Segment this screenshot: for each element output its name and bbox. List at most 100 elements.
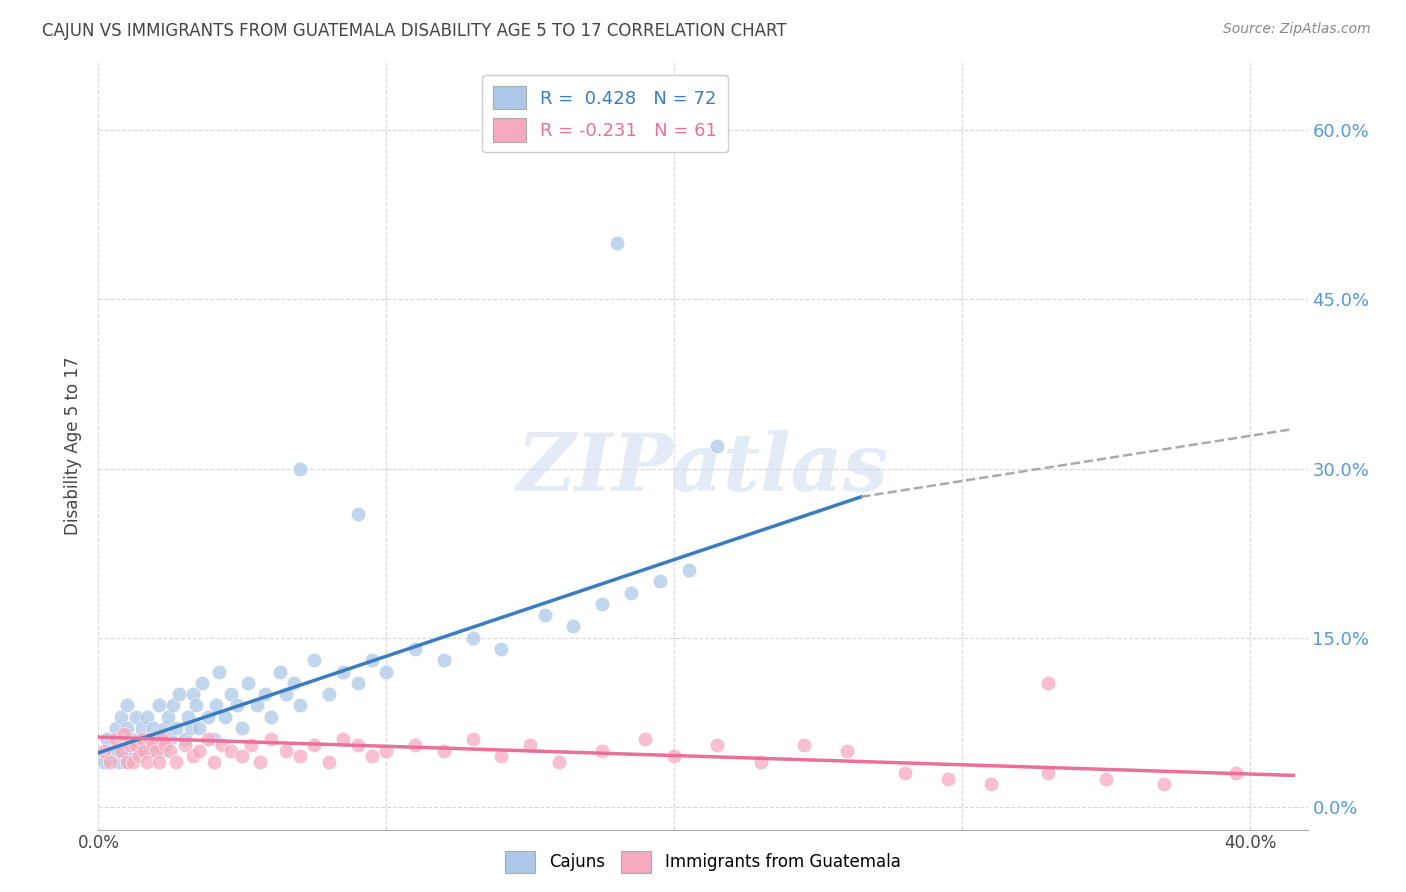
Point	[125, 738, 148, 752]
Point	[288, 698, 311, 713]
Point	[120, 738, 142, 752]
Point	[274, 687, 297, 701]
Point	[332, 732, 354, 747]
Point	[283, 676, 305, 690]
Point	[288, 461, 311, 475]
Point	[1038, 676, 1060, 690]
Point	[136, 710, 159, 724]
Point	[134, 743, 156, 757]
Point	[112, 726, 135, 740]
Point	[96, 732, 118, 747]
Point	[115, 755, 138, 769]
Point	[165, 721, 187, 735]
Point	[433, 653, 456, 667]
Point	[98, 755, 121, 769]
Point	[156, 710, 179, 724]
Point	[225, 698, 247, 713]
Point	[793, 738, 815, 752]
Point	[332, 665, 354, 679]
Point	[176, 710, 198, 724]
Point	[104, 721, 127, 735]
Point	[153, 738, 176, 752]
Point	[433, 743, 456, 757]
Point	[162, 698, 184, 713]
Point	[131, 732, 153, 747]
Point	[375, 665, 398, 679]
Point	[219, 687, 242, 701]
Point	[236, 676, 259, 690]
Point	[361, 749, 384, 764]
Point	[1225, 766, 1247, 780]
Point	[150, 732, 173, 747]
Point	[188, 743, 211, 757]
Point	[591, 743, 613, 757]
Point	[1095, 772, 1118, 786]
Point	[110, 743, 132, 757]
Point	[173, 738, 195, 752]
Point	[1153, 777, 1175, 791]
Point	[167, 687, 190, 701]
Point	[120, 732, 142, 747]
Point	[404, 642, 426, 657]
Point	[115, 721, 138, 735]
Point	[936, 772, 959, 786]
Point	[205, 698, 228, 713]
Point	[304, 653, 326, 667]
Point	[180, 721, 202, 735]
Point	[706, 738, 728, 752]
Point	[548, 755, 571, 769]
Point	[706, 439, 728, 453]
Point	[142, 721, 165, 735]
Point	[664, 749, 686, 764]
Point	[211, 738, 233, 752]
Point	[562, 619, 585, 633]
Point	[749, 755, 772, 769]
Point	[131, 721, 153, 735]
Point	[131, 743, 153, 757]
Point	[240, 738, 263, 752]
Point	[153, 721, 176, 735]
Point	[112, 743, 135, 757]
Point	[231, 721, 253, 735]
Point	[197, 732, 219, 747]
Point	[254, 687, 277, 701]
Point	[183, 687, 205, 701]
Point	[346, 738, 368, 752]
Point	[142, 738, 165, 752]
Point	[197, 710, 219, 724]
Point	[318, 687, 340, 701]
Point	[404, 738, 426, 752]
Point	[678, 563, 700, 577]
Point	[139, 732, 162, 747]
Point	[186, 698, 208, 713]
Point	[93, 755, 115, 769]
Point	[159, 732, 181, 747]
Point	[461, 631, 484, 645]
Point	[491, 749, 513, 764]
Point	[274, 743, 297, 757]
Point	[188, 721, 211, 735]
Point	[145, 732, 167, 747]
Text: CAJUN VS IMMIGRANTS FROM GUATEMALA DISABILITY AGE 5 TO 17 CORRELATION CHART: CAJUN VS IMMIGRANTS FROM GUATEMALA DISAB…	[42, 22, 787, 40]
Point	[134, 732, 156, 747]
Point	[893, 766, 915, 780]
Point	[318, 755, 340, 769]
Point	[150, 743, 173, 757]
Point	[165, 755, 187, 769]
Point	[148, 755, 170, 769]
Point	[260, 710, 283, 724]
Point	[208, 665, 231, 679]
Point	[128, 732, 150, 747]
Point	[980, 777, 1002, 791]
Point	[219, 743, 242, 757]
Legend: Cajuns, Immigrants from Guatemala: Cajuns, Immigrants from Guatemala	[499, 845, 907, 880]
Point	[101, 743, 124, 757]
Text: ZIPatlas: ZIPatlas	[517, 430, 889, 508]
Legend: R =  0.428   N = 72, R = -0.231   N = 61: R = 0.428 N = 72, R = -0.231 N = 61	[482, 75, 728, 153]
Point	[375, 743, 398, 757]
Point	[648, 574, 671, 589]
Point	[139, 743, 162, 757]
Point	[491, 642, 513, 657]
Point	[519, 738, 541, 752]
Point	[249, 755, 271, 769]
